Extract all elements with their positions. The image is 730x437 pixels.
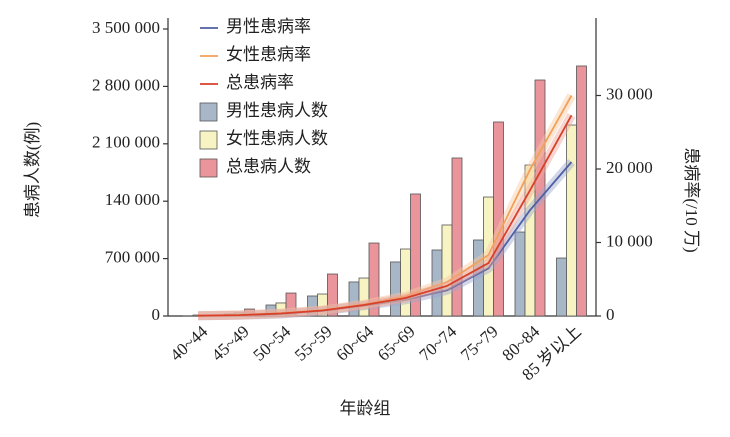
bar	[400, 248, 411, 317]
x-tick-label: 75~79	[457, 322, 502, 365]
legend-label: 总患病人数	[226, 157, 311, 176]
y-tick-label: 700 000	[105, 248, 160, 267]
bar	[368, 242, 380, 317]
bar	[493, 121, 504, 317]
bar	[576, 65, 587, 317]
legend-label: 总患病率	[226, 73, 294, 92]
bar	[441, 224, 453, 317]
y2-tick-label: 20 000	[606, 158, 653, 177]
legend-swatch	[199, 102, 218, 122]
y-axis-label: 患病人数(例)	[23, 122, 42, 218]
x-tick-label: 40~44	[166, 321, 211, 364]
bar	[566, 124, 577, 317]
x-tick-label: 60~64	[332, 321, 377, 364]
bar	[451, 157, 463, 317]
x-tick-label: 50~54	[249, 321, 294, 364]
y2-axis-label: 患病率(/10 万)	[682, 147, 701, 252]
y-tick-label: 2 800 000	[92, 75, 160, 94]
bar	[410, 193, 421, 317]
x-tick-label: 45~49	[208, 322, 253, 365]
legend-label: 男性患病率	[226, 17, 311, 36]
y-tick-label: 2 100 000	[92, 133, 160, 152]
legend-swatch	[199, 130, 218, 150]
bar	[390, 261, 401, 317]
y-tick-label: 3 500 000	[92, 18, 160, 37]
x-tick-label: 65~69	[374, 322, 419, 365]
y2-tick-label: 0	[606, 305, 615, 324]
legend-label: 男性患病人数	[226, 101, 328, 120]
bar	[327, 273, 338, 317]
y2-tick-label: 10 000	[606, 231, 653, 250]
x-tick-label: 55~59	[291, 322, 336, 365]
legend-label: 女性患病人数	[226, 129, 328, 148]
x-tick-label: 70~74	[415, 321, 460, 364]
line	[197, 114, 573, 317]
x-axis-label: 年龄组	[340, 399, 391, 418]
y-tick-label: 0	[152, 305, 161, 324]
legend-label: 女性患病率	[226, 45, 311, 64]
bar	[285, 292, 297, 317]
bar	[244, 308, 255, 317]
y-tick-label: 140 000	[105, 190, 160, 209]
legend-swatch	[199, 158, 218, 178]
bar	[514, 231, 526, 317]
y2-tick-label: 30 000	[606, 84, 653, 103]
bar	[556, 257, 567, 317]
